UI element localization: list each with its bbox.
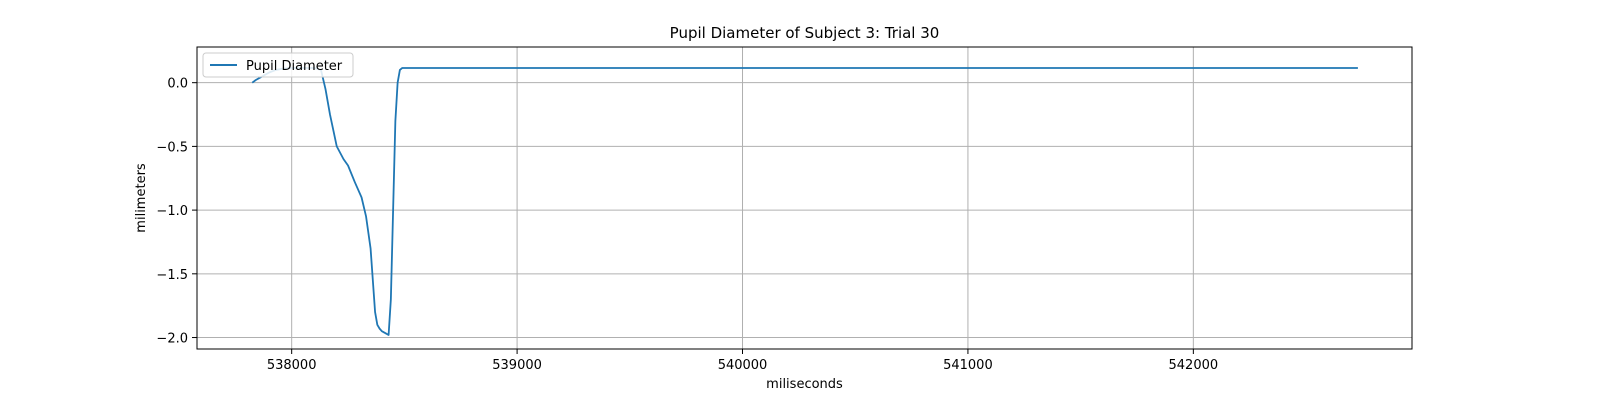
y-axis: 0.0 −0.5 −1.0 −1.5 −2.0 (156, 77, 197, 347)
y-tick-label: −1.0 (156, 204, 188, 219)
x-tick-label: 539000 (492, 358, 542, 373)
legend-box (202, 52, 354, 78)
legend: Pupil Diameter (202, 52, 354, 78)
x-axis-label: miliseconds (766, 377, 843, 392)
y-tick-label: −2.0 (156, 332, 188, 347)
y-tick-label: 0.0 (167, 77, 188, 92)
y-tick-label: −0.5 (156, 140, 188, 155)
legend-label: Pupil Diameter (246, 59, 343, 74)
plot-frame (196, 46, 1413, 350)
y-axis-label: milimeters (134, 163, 149, 233)
x-axis: 538000 539000 540000 541000 542000 (267, 349, 1218, 373)
grid (197, 47, 1412, 349)
x-tick-label: 540000 (718, 358, 768, 373)
x-tick-label: 542000 (1169, 358, 1219, 373)
y-tick-label: −1.5 (156, 268, 188, 283)
chart-title: Pupil Diameter of Subject 3: Trial 30 (670, 24, 940, 42)
x-tick-label: 541000 (943, 358, 993, 373)
x-tick-label: 538000 (267, 358, 317, 373)
